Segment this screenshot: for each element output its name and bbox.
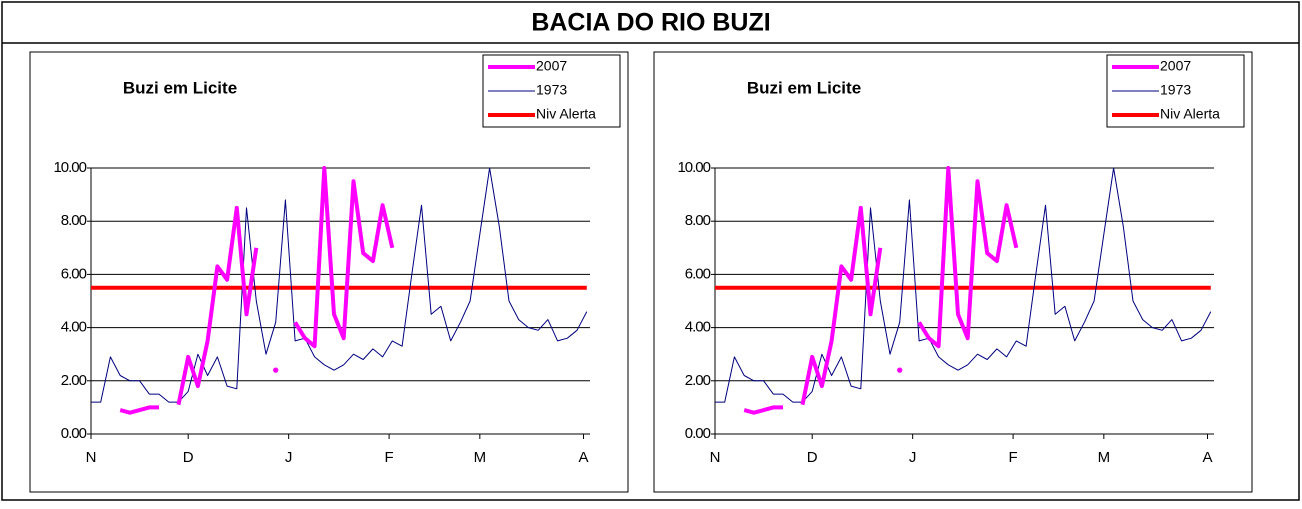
- x-tick-label: N: [710, 449, 721, 466]
- y-tick-label: 10.00: [53, 159, 86, 176]
- x-tick-label: J: [909, 449, 917, 466]
- page-title: BACIA DO RIO BUZI: [531, 9, 770, 37]
- series-line: [293, 166, 395, 349]
- x-tick-label: J: [285, 449, 293, 466]
- chart: Buzi em Licite 0.00 2.00 4.00 6.00 8.00 10.00 N…: [653, 51, 1253, 493]
- legend-label: 1973: [1160, 82, 1191, 98]
- series-line: [715, 167, 1212, 403]
- y-tick-label: 10.00: [677, 159, 710, 176]
- x-tick-label: A: [1203, 449, 1213, 466]
- x-tick-label: N: [86, 449, 97, 466]
- legend-label: Niv Alerta: [1160, 106, 1220, 122]
- legend-label: 1973: [536, 82, 567, 98]
- chart-title: Buzi em Licite: [123, 78, 237, 97]
- x-tick-label: M: [474, 449, 487, 466]
- chart: Buzi em Licite 0.00 2.00 4.00 6.00 8.00 10.00 N…: [29, 51, 629, 493]
- y-tick-label: 8.00: [685, 212, 711, 229]
- y-tick-label: 8.00: [61, 212, 87, 229]
- x-tick-label: D: [807, 449, 818, 466]
- chart-title: Buzi em Licite: [747, 78, 861, 97]
- legend-label: 2007: [1160, 58, 1191, 74]
- series-line: [176, 205, 259, 406]
- y-tick-label: 4.00: [685, 319, 711, 336]
- legend-label: 2007: [536, 58, 567, 74]
- series-line: [743, 405, 783, 415]
- series-point: [897, 367, 903, 373]
- series-line: [917, 166, 1019, 349]
- y-tick-label: 4.00: [61, 319, 87, 336]
- x-tick-label: F: [1009, 449, 1018, 466]
- series-line: [119, 405, 159, 415]
- y-tick-label: 6.00: [685, 265, 711, 282]
- y-tick-label: 2.00: [685, 372, 711, 389]
- x-tick-label: M: [1098, 449, 1111, 466]
- y-tick-label: 0.00: [685, 425, 711, 442]
- x-tick-label: D: [183, 449, 194, 466]
- y-tick-label: 0.00: [61, 425, 87, 442]
- x-tick-label: A: [579, 449, 589, 466]
- series-line: [91, 167, 588, 403]
- y-tick-label: 2.00: [61, 372, 87, 389]
- series-line: [800, 205, 883, 406]
- x-tick-label: F: [385, 449, 394, 466]
- legend-label: Niv Alerta: [536, 106, 596, 122]
- y-tick-label: 6.00: [61, 265, 87, 282]
- series-point: [273, 367, 279, 373]
